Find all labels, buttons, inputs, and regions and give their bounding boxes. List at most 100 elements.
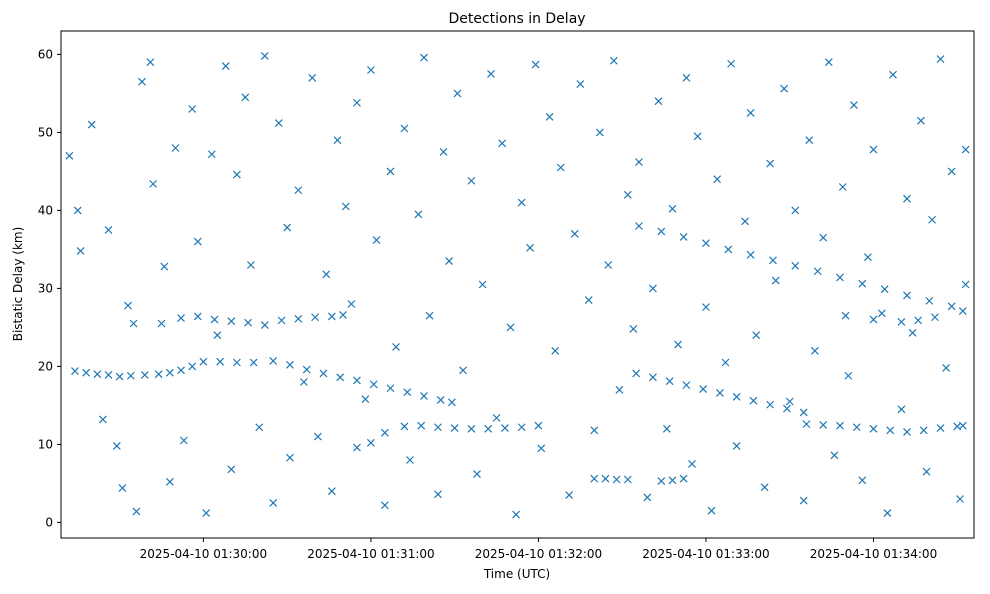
data-point [741,217,749,226]
data-point [400,422,409,431]
data-point [682,381,691,390]
data-point [824,58,833,67]
data-point [869,315,878,324]
data-point [453,89,462,98]
data-point [210,315,219,324]
data-point [766,400,775,409]
data-point [903,427,911,436]
data-point [537,444,546,453]
data-point [799,496,808,505]
data-point [914,316,923,325]
y-tick-label: 60 [38,47,53,61]
data-point [819,420,828,429]
data-point [780,84,789,93]
data-point [903,291,911,300]
data-point [227,465,236,474]
data-point [629,325,638,333]
data-point [565,491,574,500]
data-point [193,312,202,321]
data-point [339,310,347,319]
data-point [65,151,74,160]
data-point [668,476,677,485]
data-point [674,340,682,349]
data-point [313,432,322,441]
data-point [615,385,624,394]
data-point [467,176,476,185]
data-point [447,398,456,407]
data-point [635,158,643,166]
data-point [785,397,794,406]
chart-title: Detections in Delay [448,11,585,27]
data-point [473,470,481,478]
data-point [366,438,375,447]
data-point [403,388,412,397]
data-point [791,206,800,215]
data-point [877,309,886,318]
data-point [657,477,666,485]
data-point [841,311,850,320]
data-point [662,424,671,433]
data-point [132,507,141,516]
data-point [783,404,791,413]
data-point [699,385,708,393]
data-point [71,367,79,376]
data-point [858,279,867,288]
data-point [369,380,378,389]
data-point [682,73,691,82]
data-point [595,128,604,137]
data-point [919,426,928,435]
data-point [353,443,361,452]
data-point [654,97,663,106]
data-point [177,314,185,322]
data-point [353,98,361,107]
data-point [450,424,459,432]
data-point [648,284,657,293]
data-point [283,223,292,232]
data-point [604,261,613,269]
data-point [392,342,400,351]
y-tick-label: 0 [45,515,53,529]
data-point [336,373,345,382]
data-point [380,428,389,437]
data-point [942,364,951,372]
data-point [188,362,197,371]
data-point [467,424,476,433]
data-point [752,331,761,340]
data-point [232,358,241,367]
data-point [311,313,320,322]
data-point [590,426,599,435]
data-point [925,296,934,305]
data-point [702,303,710,312]
data-point [819,233,828,242]
plot-frame [60,30,975,539]
data-point [961,280,970,289]
data-point [612,475,621,484]
data-point [852,423,861,432]
data-point [171,144,180,152]
y-axis-label: Bistatic Delay (km) [11,227,25,342]
data-point [727,59,736,68]
data-point [810,346,819,355]
data-point [400,124,409,133]
x-axis-label: Time (UTC) [483,567,550,581]
data-point [609,56,618,65]
data-point [702,239,710,248]
data-point [202,509,211,517]
data-point [850,101,858,110]
data-point [177,366,185,375]
data-point [179,436,188,445]
data-point [322,270,331,279]
data-point [319,369,328,378]
data-point [732,442,741,450]
data-point [863,253,872,262]
data-point [434,490,442,499]
data-point [517,423,526,432]
data-point [657,227,666,236]
data-point [623,190,632,199]
data-point [353,376,361,385]
data-point [165,368,174,377]
data-point [501,424,509,432]
data-point [347,300,356,308]
data-point [244,318,252,327]
